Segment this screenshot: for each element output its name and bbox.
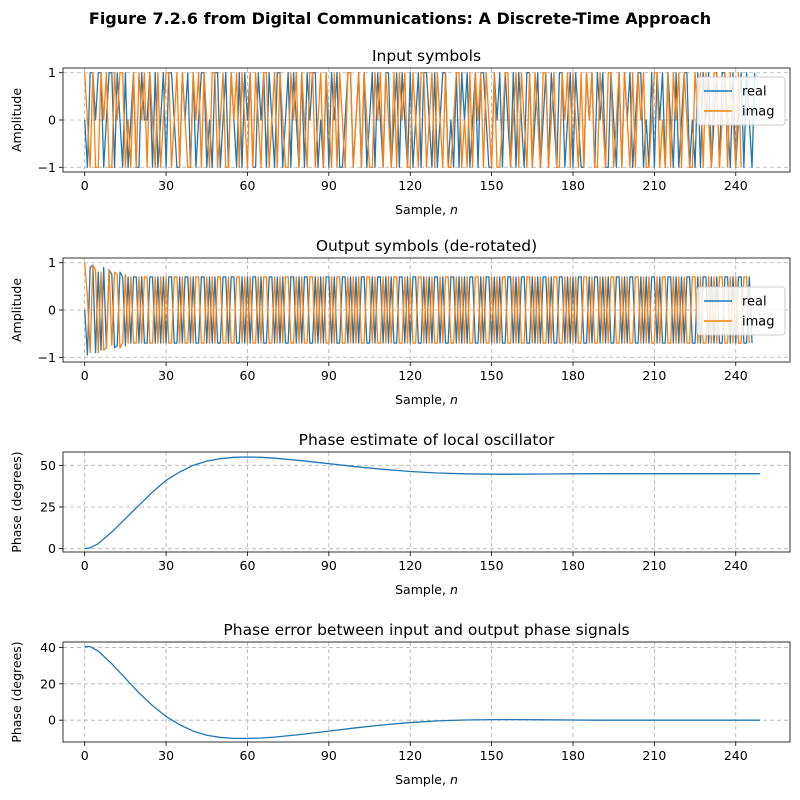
y-tick-label: 0 [48,113,56,128]
x-tick-label: 150 [480,558,504,573]
legend-box [696,76,786,126]
series-line-series-1 [84,645,761,740]
y-tick-label: −1 [38,350,56,365]
x-tick-label: 150 [480,748,504,763]
legend: real imag [696,76,786,126]
x-tick-label: 0 [81,748,89,763]
chart-title: Phase estimate of local oscillator [299,431,555,449]
x-tick-label: 210 [642,558,666,573]
x-axis-label: Sample, n [395,582,458,597]
chart-panel-4: Phase error between input and output pha… [9,621,791,787]
x-axis-label-text: Sample, [395,392,450,407]
x-tick-label: 30 [158,368,174,383]
x-tick-label: 90 [321,558,337,573]
chart-title: Phase error between input and output pha… [223,621,629,639]
y-tick-label: 0 [48,713,56,728]
x-tick-label: 210 [642,178,666,193]
x-tick-label: 0 [81,558,89,573]
x-tick-label: 240 [724,748,748,763]
x-tick-label: 30 [158,748,174,763]
x-axis-label-variable: n [450,772,458,787]
x-tick-label: 120 [398,178,422,193]
x-tick-label: 180 [561,368,585,383]
x-tick-label: 120 [398,558,422,573]
x-tick-label: 90 [321,368,337,383]
y-tick-label: −1 [38,160,56,175]
x-axis-label: Sample, n [395,392,458,407]
x-tick-label: 120 [398,748,422,763]
x-tick-label: 150 [480,178,504,193]
x-tick-label: 0 [81,368,89,383]
y-axis-label: Amplitude [9,88,24,152]
x-axis-label-text: Sample, [395,582,450,597]
chart-panel-1: Input symbols 0 30 60 90 120 150 180 210 240 −1 0 1 S… [9,47,791,217]
figure-title: Figure 7.2.6 from Digital Communications… [89,9,711,28]
x-tick-label: 210 [642,368,666,383]
x-tick-label: 60 [240,178,256,193]
legend-label-real: real [742,295,767,310]
y-tick-label: 1 [48,255,56,270]
chart-panel-2: Output symbols (de-rotated) 0 30 60 90 120 150… [9,237,791,407]
chart-title: Input symbols [372,47,481,65]
x-tick-label: 240 [724,558,748,573]
x-axis-label-variable: n [450,202,458,217]
x-tick-label: 120 [398,368,422,383]
y-tick-label: 50 [40,458,56,473]
y-tick-label: 40 [40,640,56,655]
series-line-imag [84,262,750,354]
x-tick-label: 180 [561,178,585,193]
x-tick-label: 90 [321,178,337,193]
x-tick-label: 240 [724,368,748,383]
y-tick-label: 1 [48,65,56,80]
y-axis-label: Amplitude [9,278,24,342]
legend-label-imag: imag [742,315,775,330]
y-tick-label: 25 [40,500,56,515]
axes-frame [62,451,791,553]
y-tick-label: 20 [40,676,56,691]
x-tick-label: 90 [321,748,337,763]
x-tick-label: 240 [724,178,748,193]
x-axis-label-variable: n [450,392,458,407]
x-tick-label: 30 [158,178,174,193]
y-axis-label: Phase (degrees) [9,451,24,552]
legend-box [696,286,786,336]
x-tick-label: 210 [642,748,666,763]
x-axis-label-text: Sample, [395,772,450,787]
y-tick-label: 0 [48,541,56,556]
legend-label-imag: imag [742,105,775,120]
series-line-series-1 [84,456,761,550]
legend-label-real: real [742,85,767,100]
x-axis-label-text: Sample, [395,202,450,217]
chart-panel-3: Phase estimate of local oscillator 0 30 60 9… [9,431,791,597]
series-line-real [84,264,753,356]
x-tick-label: 180 [561,748,585,763]
y-tick-label: 0 [48,303,56,318]
x-axis-label-variable: n [450,582,458,597]
x-tick-label: 60 [240,368,256,383]
x-tick-label: 150 [480,368,504,383]
series-line-imag [84,72,742,168]
y-axis-label: Phase (degrees) [9,641,24,742]
x-tick-label: 180 [561,558,585,573]
legend: real imag [696,286,786,336]
x-tick-label: 60 [240,558,256,573]
x-tick-label: 30 [158,558,174,573]
x-axis-label: Sample, n [395,772,458,787]
x-tick-label: 0 [81,178,89,193]
axes-frame [62,641,791,743]
x-tick-label: 60 [240,748,256,763]
x-axis-label: Sample, n [395,202,458,217]
chart-title: Output symbols (de-rotated) [316,237,537,255]
